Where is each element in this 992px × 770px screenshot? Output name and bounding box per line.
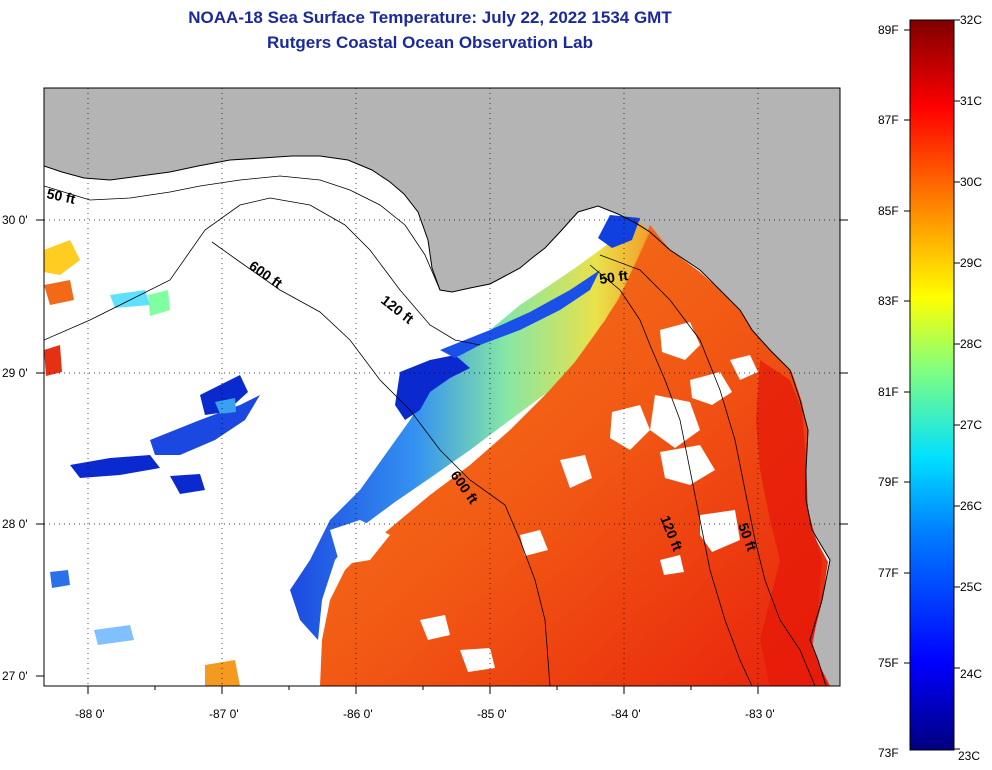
colorbar-f-73: 73F [878,746,899,760]
lon-label-85: -85 0' [477,707,507,721]
colorbar-c-30: 30C [960,175,982,189]
nearshore-cold-patch [598,215,640,248]
cloud-gaps [330,322,758,672]
colorbar-f-75: 75F [878,656,899,670]
colorbar-f-77: 77F [878,566,899,580]
colorbar-c-32: 32C [960,13,982,27]
lon-label-84: -84 0' [611,707,641,721]
colorbar-c-25: 25C [960,580,982,594]
axis-ticks [36,219,848,694]
colorbar-f-81: 81F [878,385,899,399]
cold-core [395,355,470,420]
warm-water-region [320,225,830,686]
lat-label-27: 27 0' [2,669,28,683]
colorbar-f-89: 89F [878,23,899,37]
colorbar-f-85: 85F [878,204,899,218]
land-mass [44,88,840,686]
lon-label-86: -86 0' [343,707,373,721]
contour-label-50ft-west: 50 ft [45,185,77,207]
map-subtitle: Rutgers Coastal Ocean Observation Lab [267,33,593,52]
colorbar-c-23: 23C [958,749,980,763]
coastline [44,155,831,686]
lon-label-88: -88 0' [75,707,105,721]
colorbar-c-31: 31C [960,94,982,108]
colorbar-f-83: 83F [878,294,899,308]
cold-filament [440,270,600,358]
colorbar-f-87: 87F [878,113,899,127]
lon-label-83: -83 0' [745,707,775,721]
colorbar-c-27: 27C [960,418,982,432]
lon-label-87: -87 0' [209,707,239,721]
lat-label-28: 28 0' [2,517,28,531]
colorbar-c-29: 29C [960,256,982,270]
contour-50ft-east [599,254,816,686]
colorbar-f-79: 79F [878,475,899,489]
colorbar-c-28: 28C [960,337,982,351]
colorbar-c-26: 26C [960,499,982,513]
contour-120ft-east [589,264,753,686]
contour-600ft [211,241,551,686]
colorbar-ticks [904,19,960,750]
contour-120ft [44,197,481,346]
lat-label-30: 30 0' [2,213,28,227]
lat-label-29: 29 0' [2,366,28,380]
map-title: NOAA-18 Sea Surface Temperature: July 22… [188,8,672,27]
contour-50ft [44,175,441,291]
colorbar-c-24: 24C [960,667,982,681]
colorbar [909,19,955,751]
cool-upwelling-band [290,222,650,640]
contour-label-50ft-north: 50 ft [598,267,629,287]
plot-frame [43,87,841,687]
western-cold-patches [44,240,260,686]
